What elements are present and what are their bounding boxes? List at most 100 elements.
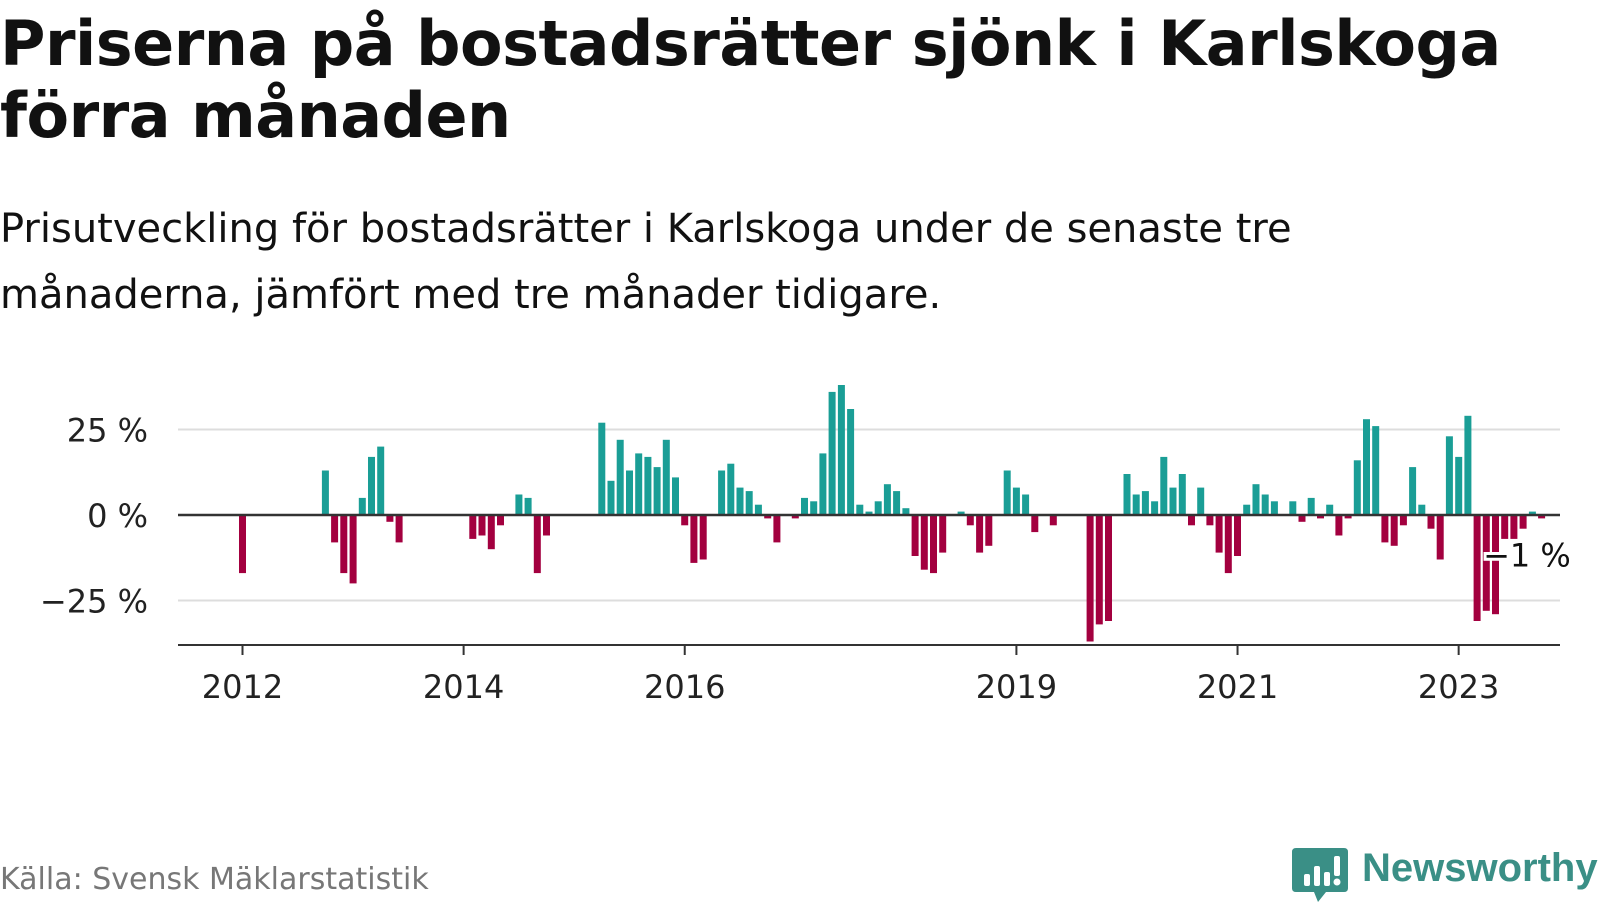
bar: [672, 477, 679, 515]
bar: [865, 511, 873, 515]
bar: [1123, 474, 1131, 515]
bar: [939, 515, 947, 553]
bar: [1031, 515, 1039, 533]
bar: [626, 470, 633, 515]
bar: [239, 515, 246, 574]
bar: [1003, 470, 1011, 515]
bar: [957, 511, 965, 515]
bar: [395, 515, 403, 543]
x-tick-label: 2023: [1418, 668, 1499, 706]
bar: [1188, 515, 1195, 526]
y-tick-label: 0 %: [87, 497, 148, 535]
bar: [1363, 419, 1370, 515]
grid-layer: [178, 428, 1560, 602]
bar: [1215, 515, 1223, 553]
bar: [801, 497, 808, 515]
bar: [1473, 515, 1481, 621]
bar: [1519, 515, 1527, 529]
bar: [985, 515, 993, 546]
bar: [745, 491, 753, 515]
x-tick-label: 2019: [976, 668, 1057, 706]
bar: [764, 515, 772, 519]
bar: [1289, 501, 1297, 515]
bar: [377, 446, 385, 515]
x-tick-label: 2021: [1197, 668, 1278, 706]
bar: [1307, 497, 1315, 515]
bar: [1510, 515, 1518, 539]
bar: [1528, 511, 1536, 515]
x-tick-label: 2014: [423, 668, 504, 706]
bar: [1234, 515, 1241, 556]
bar: [920, 515, 928, 570]
bar: [1095, 515, 1103, 625]
bar: [1252, 484, 1260, 515]
bar: [331, 515, 339, 543]
bar: [856, 504, 864, 515]
bar: [598, 422, 606, 515]
bar: [1141, 491, 1149, 515]
bar: [616, 439, 624, 515]
bar: [635, 453, 643, 515]
bar: [1243, 504, 1251, 515]
bar: [1482, 515, 1490, 611]
latest-value-label: −1 %: [1483, 536, 1571, 574]
bar: [976, 515, 984, 553]
x-tick-label: 2012: [202, 668, 283, 706]
page-title: Priserna på bostadsrätter sjönk i Karlsk…: [0, 7, 1501, 152]
bar: [736, 487, 744, 515]
bar: [1381, 515, 1389, 543]
bar: [1427, 515, 1435, 529]
bar: [1160, 456, 1168, 515]
axis-layer: [178, 513, 1560, 655]
bar: [1409, 467, 1417, 515]
bar: [1326, 504, 1334, 515]
bar: [497, 515, 504, 526]
bar: [754, 504, 762, 515]
bar: [1270, 501, 1278, 515]
bar: [1178, 474, 1186, 515]
bar: [902, 508, 910, 515]
bar: [533, 515, 541, 574]
bar: [1151, 501, 1159, 515]
bar: [883, 484, 891, 515]
bar: [819, 453, 827, 515]
source-note: Källa: Svensk Mäklarstatistik: [0, 862, 429, 897]
bar: [1501, 515, 1509, 539]
bar: [837, 385, 845, 515]
bar: [1022, 494, 1030, 515]
bar-chart: 25 % 0 % −25 % 2012 2014 2016 2019 2021 2023 −1 %: [40, 385, 1574, 706]
y-tick-label: −25 %: [40, 583, 148, 621]
chart-subtitle: Prisutveckling för bostadsrätter i Karls…: [0, 206, 1292, 318]
bar: [515, 494, 523, 515]
bar: [1399, 515, 1407, 526]
bar: [690, 515, 698, 563]
bar: [644, 456, 652, 515]
bar: [810, 501, 818, 515]
bar: [653, 467, 661, 515]
chart-logo-icon: [1292, 848, 1348, 902]
bar: [487, 515, 495, 550]
bar: [874, 501, 882, 515]
bar: [1455, 456, 1463, 515]
bar: [718, 470, 726, 515]
bar: [727, 463, 735, 515]
bar: [1390, 515, 1398, 546]
bar: [791, 515, 799, 519]
bar: [1298, 515, 1306, 522]
bar-layer: [239, 385, 1546, 642]
bar: [1538, 515, 1546, 519]
bar: [358, 497, 366, 515]
bar: [1436, 515, 1444, 560]
bar: [1445, 436, 1453, 515]
bar: [1261, 494, 1269, 515]
bar: [773, 515, 781, 543]
bar: [607, 480, 615, 515]
bar: [893, 491, 901, 515]
bar: [368, 456, 375, 515]
bar: [321, 470, 329, 515]
bar: [386, 515, 394, 522]
bar: [1492, 515, 1499, 615]
bar: [828, 391, 836, 515]
bar: [1132, 494, 1140, 515]
bar: [662, 439, 670, 515]
